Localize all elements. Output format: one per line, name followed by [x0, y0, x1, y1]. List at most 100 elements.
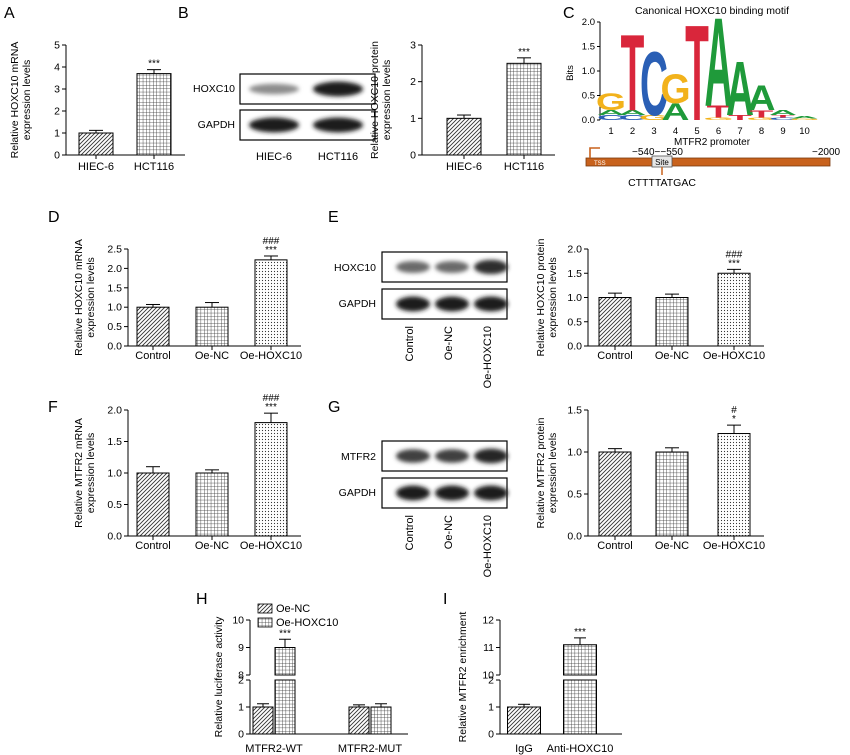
binding-site-sequence: CTTTTATGAC	[628, 177, 696, 189]
promoter-bar	[585, 157, 831, 167]
chart-d-y-axis-label: Relative HOXC10 mRNAexpression levels	[73, 239, 97, 356]
blot-e-label-hoxc10: HOXC10	[334, 262, 376, 274]
blot-b: HOXC10 GAPDH HIEC-6 HCT116	[193, 73, 376, 163]
chart-d: 0.0 0.5 1.0 1.5 2.0 2.5 Control Oe-NC Oe-HOXC10 *…	[73, 236, 302, 362]
chart-i-y-tick-label: 10	[482, 670, 494, 682]
panel-label-e: E	[328, 209, 339, 226]
chart-d-y-tick-label: 2.5	[107, 244, 122, 256]
chart-d-y-tick-label: 2.0	[107, 263, 122, 275]
chart-g-y-tick-label: 1.5	[567, 405, 582, 417]
chart-b-y-axis-label-line: expression levels	[381, 60, 393, 141]
chart-g-category-label: Control	[597, 540, 632, 552]
chart-e-y-tick-label: 1.0	[567, 292, 582, 304]
motif-y-tick-label: 2.0	[582, 17, 595, 28]
blot-e: HOXC10 GAPDH Control Oe-NC Oe-HOXC10	[334, 251, 508, 388]
blot-g-band	[474, 448, 508, 464]
motif-position-label: 6	[716, 126, 721, 137]
chart-e-y-tick-label: 1.5	[567, 268, 582, 280]
motif-letter-t: T	[771, 114, 795, 118]
motif-position-label: 1	[608, 126, 613, 137]
chart-a-category-label: HIEC-6	[78, 161, 114, 173]
motif-y-tick-label: 0.0	[582, 115, 595, 126]
chart-d-category-label: Oe-HOXC10	[240, 350, 302, 362]
chart-b-significance-mark: ***	[518, 47, 530, 58]
chart-h-category-label: MTFR2-WT	[245, 743, 303, 755]
motif-letter-c: C	[769, 117, 797, 121]
blot-g-band	[435, 485, 469, 501]
motif-position-label: 8	[759, 126, 764, 137]
motif-ylabel: Bits	[565, 65, 576, 81]
chart-f-y-axis-label-line: Relative MTFR2 mRNA	[73, 418, 85, 528]
chart-f-y-tick-label: 2.0	[107, 405, 122, 417]
chart-h-y-axis-label: Relative luciferase activity	[213, 616, 225, 738]
blot-g-label-gapdh: GAPDH	[339, 487, 376, 499]
chart-i-y-tick-label: 12	[482, 615, 494, 627]
chart-e-significance-mark-hash: ###	[726, 249, 743, 260]
tss-arrow	[589, 147, 600, 158]
chart-d-y-tick-label: 1.0	[107, 302, 122, 314]
chart-f-y-axis-label-line: expression levels	[85, 433, 97, 514]
chart-i-category-label: IgG	[515, 743, 533, 755]
chart-a-y-tick-label: 0	[54, 150, 60, 162]
blot-g-bands	[396, 448, 508, 501]
panel-label-d: D	[48, 209, 60, 226]
chart-d-significance-mark: ***	[265, 245, 277, 256]
chart-h-y-tick-label: 0	[238, 729, 244, 741]
chart-e-bar	[655, 297, 689, 347]
chart-a-y-tick-label: 3	[54, 84, 60, 96]
chart-d-category-label: Control	[135, 350, 170, 362]
blot-e-band	[435, 296, 469, 312]
chart-i-significance-mark: ***	[574, 627, 586, 638]
chart-h-bar	[274, 647, 296, 676]
blot-g-lane-control: Control	[404, 515, 416, 550]
promoter-diagram: TSS −540−−550 −2000 Site CTTTTATGAC	[585, 147, 841, 189]
chart-b: 0 1 2 3 HIEC-6 HCT116 *** Relative HOXC10 prote…	[369, 40, 555, 173]
chart-h-y-tick-label: 2	[238, 675, 244, 687]
chart-e-y-tick-label: 0.0	[567, 341, 582, 353]
chart-g-y-tick-label: 0.0	[567, 531, 582, 543]
chart-d-y-tick-label: 1.5	[107, 282, 122, 294]
promoter-pos-2000: −2000	[812, 147, 841, 158]
motif-letter-t: T	[707, 102, 731, 121]
chart-e-category-label: Control	[597, 350, 632, 362]
blot-b-label-hoxc10: HOXC10	[193, 83, 235, 95]
chart-g-bar	[598, 451, 632, 537]
chart-f-bar	[195, 472, 229, 537]
blot-e-lane-control: Control	[404, 326, 416, 361]
chart-a-category-label: HCT116	[134, 161, 174, 173]
motif-letter-g: G	[639, 114, 669, 122]
chart-h-legend-swatch	[257, 617, 273, 628]
motif-letter-t: T	[750, 108, 775, 120]
chart-g-bar	[717, 433, 751, 537]
chart-e-y-tick-label: 0.5	[567, 316, 582, 328]
panel-label-g: G	[328, 399, 340, 416]
motif-letter-c: C	[597, 114, 625, 122]
blot-e-band	[396, 261, 430, 273]
chart-g-bar	[655, 451, 689, 537]
chart-a: 0 1 2 3 4 5 HIEC-6 HCT116 *** Relative HOXC10 mRN…	[9, 40, 185, 173]
panel-label-i: I	[443, 591, 447, 608]
chart-h-legend-label: Oe-NC	[276, 603, 310, 615]
motif-y-tick-label: 1.0	[582, 66, 595, 77]
blot-g-lane-oe-nc: Oe-NC	[443, 515, 455, 549]
motif-letter-a: A	[748, 79, 776, 118]
motif-letter-g: G	[596, 88, 626, 115]
motif-letter-a: A	[705, 0, 733, 132]
chart-e: 0.0 0.5 1.0 1.5 2.0 Control Oe-NC Oe-HOXC10 ***#…	[535, 238, 765, 362]
chart-d-bar	[254, 259, 288, 347]
chart-i-y-tick-label: 1	[488, 702, 494, 714]
blot-g-lane-oe-hoxc10: Oe-HOXC10	[482, 515, 494, 577]
chart-e-y-axis-label-line: Relative HOXC10 protein	[535, 238, 547, 356]
blot-b-band	[249, 83, 299, 95]
motif-letter-a: A	[597, 109, 625, 117]
chart-f-y-tick-label: 0.0	[107, 531, 122, 543]
motif-letter-a: A	[619, 109, 647, 117]
motif-letter-g: G	[746, 117, 776, 121]
chart-h-bar	[252, 706, 274, 735]
chart-h-bar	[348, 706, 370, 735]
chart-b-category-label: HCT116	[504, 161, 544, 173]
chart-a-y-axis-label-line: expression levels	[21, 60, 33, 141]
motif-position-label: 4	[673, 126, 678, 137]
panel-label-f: F	[48, 399, 58, 416]
